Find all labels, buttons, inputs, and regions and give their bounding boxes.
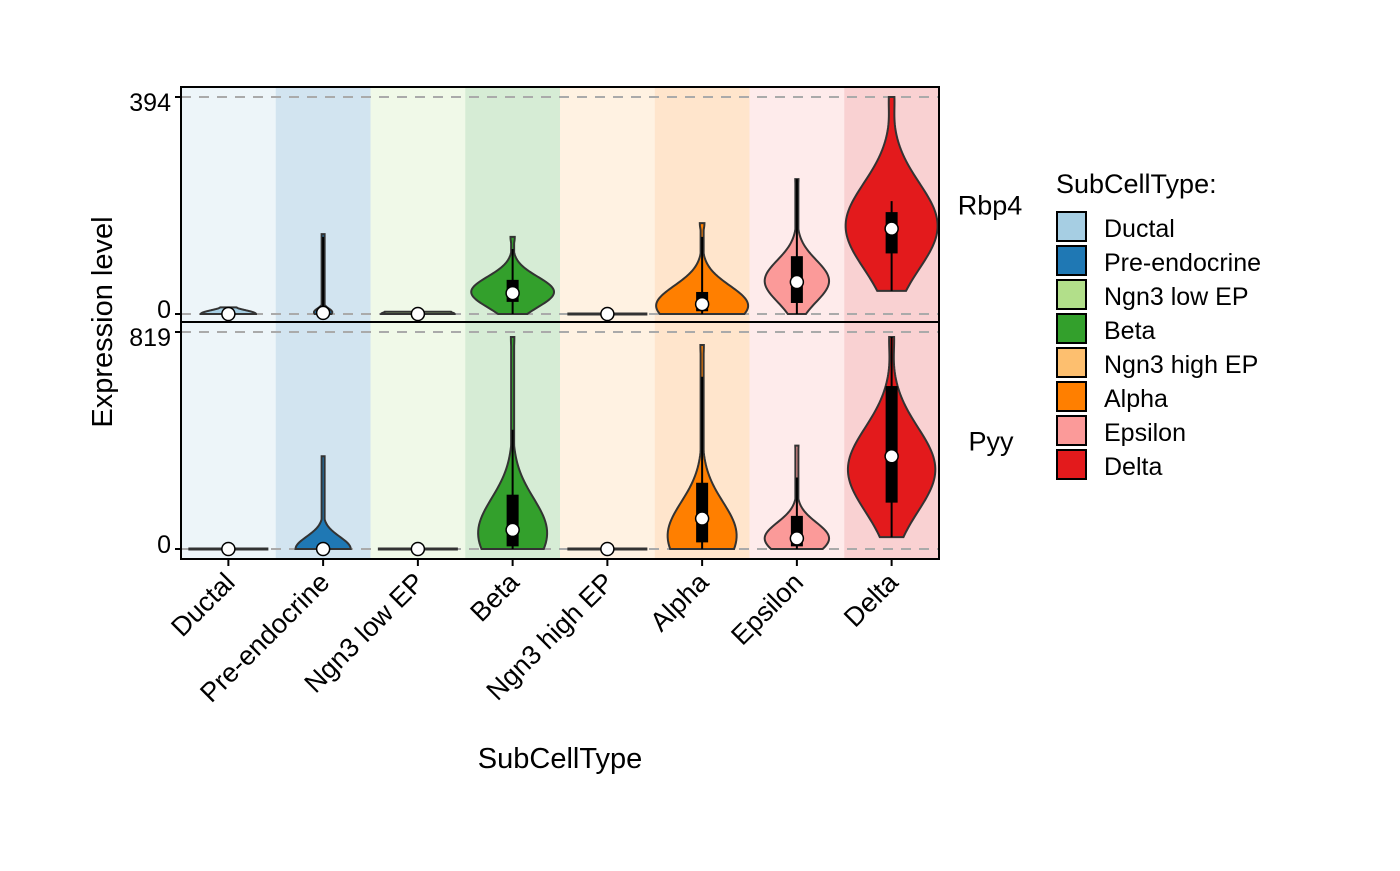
x-axis-title: SubCellType <box>478 743 642 775</box>
legend-items: Ductal Pre-endocrine Ngn3 low EP Beta Ngn3 h… <box>1056 211 1261 481</box>
legend-item-alpha: Alpha <box>1056 381 1168 413</box>
legend-label: Ductal <box>1104 215 1175 243</box>
panel-strip-label-pyy: Pyy <box>968 427 1014 457</box>
violin-pyy-pre-endocrine <box>294 455 352 557</box>
median-point <box>600 306 615 322</box>
violin-body <box>294 455 352 550</box>
legend-item-beta: Beta <box>1056 313 1156 345</box>
legend-item-ngn3-low-ep: Ngn3 low EP <box>1056 279 1249 311</box>
violin-rbp4-ngn3-high-ep <box>567 306 648 322</box>
legend: SubCellType: Ductal Pre-endocrine Ngn3 low… <box>1056 169 1261 481</box>
y-tick-label-pyy-max: 819 <box>129 324 171 352</box>
median-point <box>410 306 426 322</box>
violin-rbp4-ductal <box>199 306 258 322</box>
panel-frames <box>180 86 940 560</box>
median-point <box>884 449 899 464</box>
median-point <box>221 306 236 322</box>
legend-swatch <box>1056 415 1087 446</box>
median-point <box>789 531 805 546</box>
legend-label: Beta <box>1104 317 1156 345</box>
y-tick-label-rbp4-min: 0 <box>157 296 171 324</box>
violin-pyy-ngn3-low-ep <box>377 541 458 557</box>
violin-pyy-alpha <box>666 343 738 550</box>
median-point <box>600 541 615 557</box>
median-point <box>505 522 520 538</box>
legend-label: Ngn3 low EP <box>1104 283 1249 311</box>
x-tick-label-epsilon: Epsilon <box>725 567 809 651</box>
violin-rbp4-pre-endocrine <box>312 233 334 321</box>
panel-band-ngn3-high-ep <box>560 87 655 322</box>
median-point <box>694 296 710 312</box>
x-tick-label-beta: Beta <box>464 566 525 627</box>
median-point <box>410 541 426 557</box>
panel-band-ductal <box>181 87 276 322</box>
violin-pyy-beta <box>477 336 549 550</box>
median-point <box>789 274 805 290</box>
legend-label: Alpha <box>1104 385 1168 413</box>
violin-pyy-epsilon <box>763 444 831 550</box>
legend-label: Ngn3 high EP <box>1104 351 1258 379</box>
panel-band-ngn3-low-ep <box>370 87 466 322</box>
panel-band-ductal <box>181 322 276 559</box>
legend-swatch <box>1056 245 1087 276</box>
legend-item-pre-endocrine: Pre-endocrine <box>1056 245 1261 277</box>
legend-item-delta: Delta <box>1056 449 1162 481</box>
legend-swatch <box>1056 313 1087 344</box>
violin-pyy-delta <box>846 336 937 539</box>
x-tick-label-alpha: Alpha <box>644 566 715 637</box>
median-point <box>884 221 899 236</box>
legend-item-ngn3-high-ep: Ngn3 high EP <box>1056 347 1258 379</box>
legend-swatch <box>1056 347 1087 378</box>
panel-strip-label-rbp4: Rbp4 <box>958 191 1023 221</box>
legend-swatch <box>1056 449 1087 480</box>
violin-rbp4-alpha <box>655 222 750 315</box>
legend-swatch <box>1056 279 1087 310</box>
legend-swatch <box>1056 381 1087 412</box>
y-tick-label-rbp4-max: 394 <box>129 89 171 117</box>
y-tick-label-pyy-min: 0 <box>157 531 171 559</box>
legend-label: Pre-endocrine <box>1104 249 1261 277</box>
x-tick-label-ductal: Ductal <box>165 567 240 642</box>
y-axis-title: Expression level <box>87 216 119 427</box>
violin-rbp4-delta <box>844 96 939 292</box>
violin-pyy-ngn3-high-ep <box>567 541 648 557</box>
legend-swatch <box>1056 211 1087 242</box>
violin-rbp4-epsilon <box>763 178 831 315</box>
violins <box>188 96 939 557</box>
iqr-box <box>885 386 898 503</box>
x-tick-label-delta: Delta <box>838 566 904 632</box>
violin-pyy-ductal <box>188 541 269 557</box>
panel-band-ngn3-high-ep <box>560 322 655 559</box>
panel-band-ngn3-low-ep <box>370 322 466 559</box>
legend-label: Epsilon <box>1104 419 1186 447</box>
legend-label: Delta <box>1104 453 1162 481</box>
legend-title: SubCellType: <box>1056 169 1217 199</box>
violin-body <box>844 96 939 292</box>
iqr-box <box>506 494 519 547</box>
median-point <box>315 541 331 557</box>
panel-frame-pyy <box>180 321 940 560</box>
median-point <box>221 541 236 557</box>
median-point <box>694 511 710 526</box>
legend-item-epsilon: Epsilon <box>1056 415 1186 447</box>
median-point <box>315 305 331 321</box>
median-point <box>505 285 520 301</box>
violin-rbp4-ngn3-low-ep <box>380 306 456 322</box>
violin-rbp4-beta <box>470 235 556 315</box>
legend-item-ductal: Ductal <box>1056 211 1175 243</box>
